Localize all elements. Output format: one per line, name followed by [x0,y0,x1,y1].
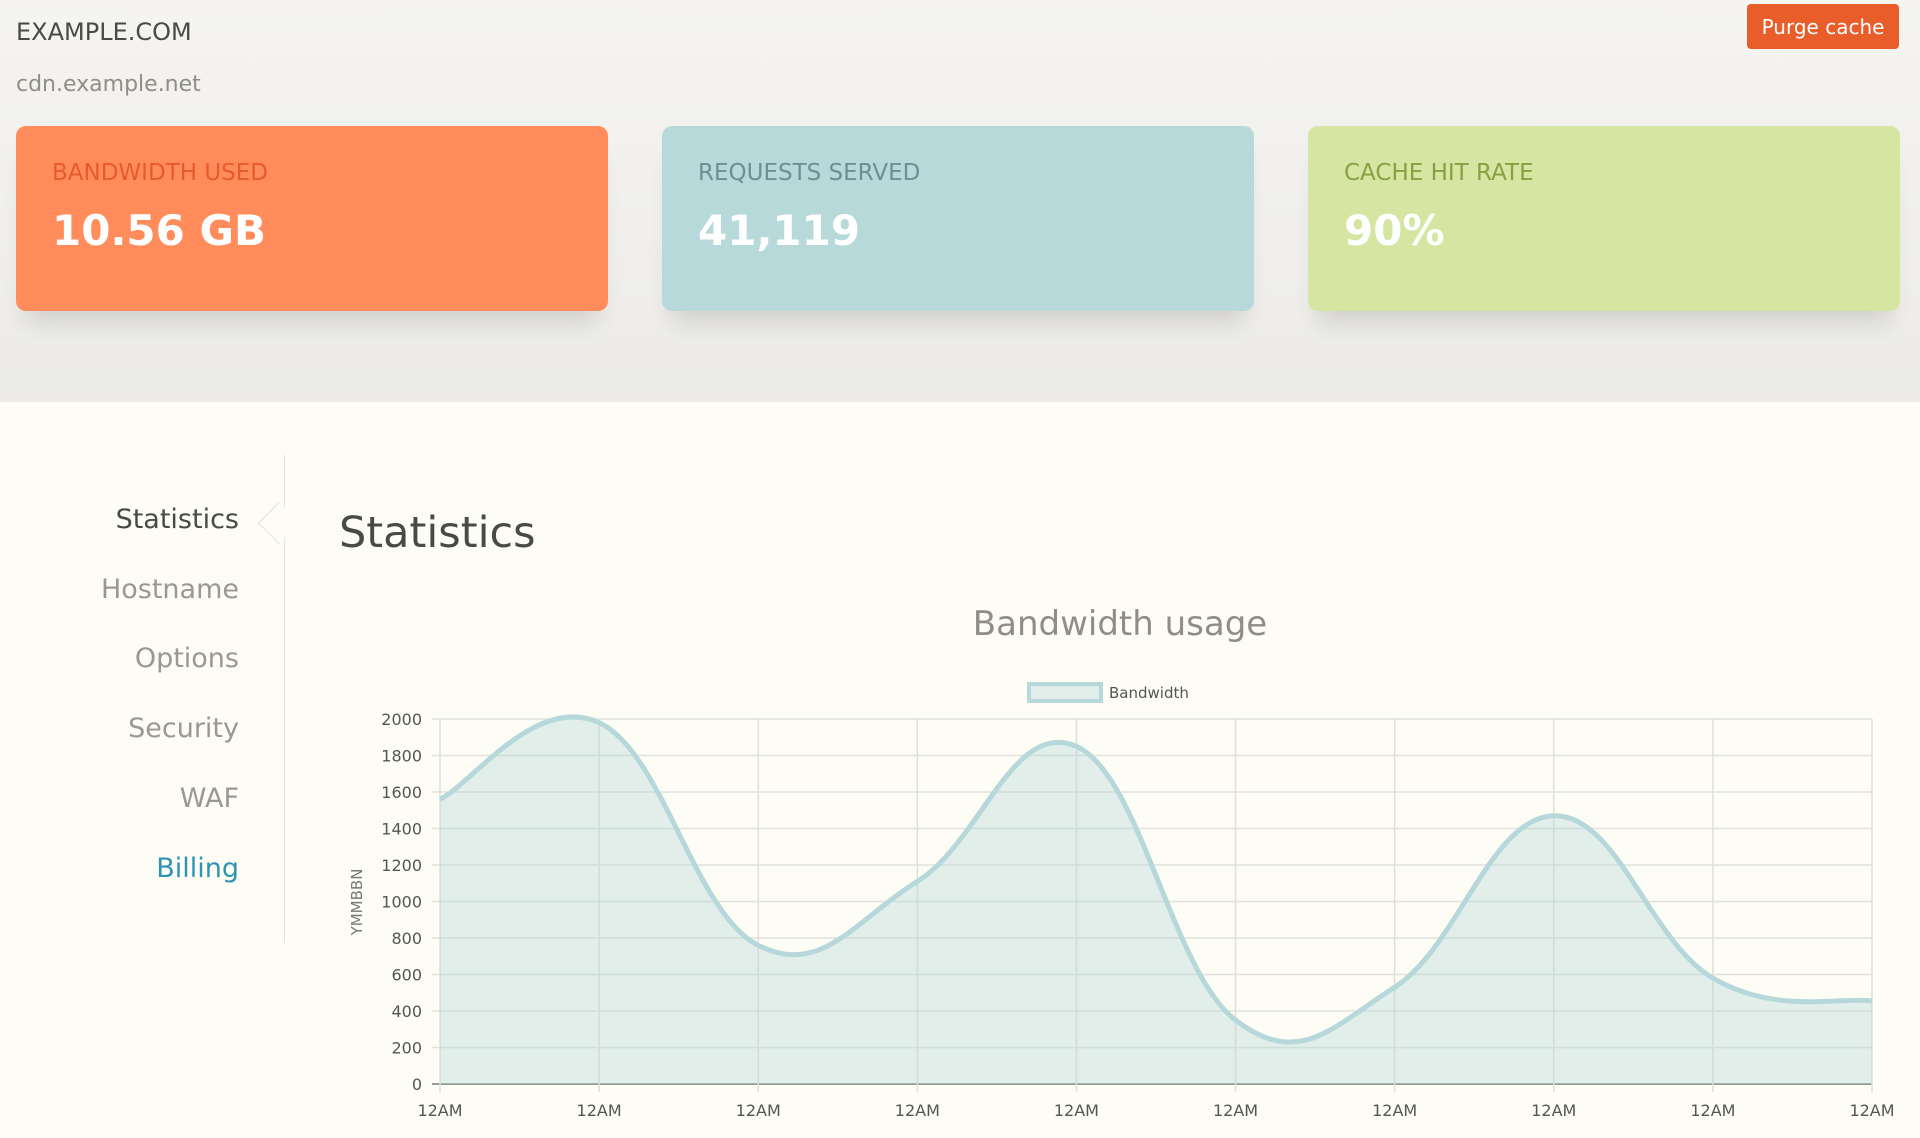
page-title: Statistics [339,508,536,558]
y-tick-label: 600 [391,966,422,985]
sidebar-item-billing[interactable]: Billing [156,853,239,884]
x-tick-label: 12AM [1054,1101,1099,1120]
y-tick-label: 0 [412,1075,422,1094]
x-tick-label: 12AM [895,1101,940,1120]
bandwidth-card: BANDWIDTH USED 10.56 GB [16,126,608,311]
legend-label: Bandwidth [1109,684,1189,702]
sidebar-item-statistics[interactable]: Statistics [115,504,239,535]
series-line [438,714,1873,1045]
y-tick-label: 800 [391,929,422,948]
area-fill [440,716,1872,1084]
x-tick-label: 12AM [1213,1101,1258,1120]
card-label: BANDWIDTH USED [52,160,268,186]
chart-title: Bandwidth usage [972,604,1268,644]
y-tick-label: 1600 [381,783,422,802]
x-tick-label: 12AM [1849,1101,1894,1120]
legend-swatch [1027,682,1103,703]
card-value: 90% [1344,206,1445,255]
y-axis-label: YMMBBN [348,869,366,937]
card-value: 41,119 [698,206,861,255]
sidebar-item-waf[interactable]: WAF [179,783,239,814]
card-label: REQUESTS SERVED [698,160,921,186]
y-tick-label: 200 [391,1039,422,1058]
sidebar-item-hostname[interactable]: Hostname [100,574,239,605]
x-tick-label: 12AM [417,1101,462,1120]
x-tick-label: 12AM [1531,1101,1576,1120]
requests-card: REQUESTS SERVED 41,119 [662,126,1254,311]
x-tick-label: 12AM [736,1101,781,1120]
x-tick-label: 12AM [577,1101,622,1120]
y-tick-label: 1800 [381,747,422,766]
site-name: EXAMPLE.COM [16,18,192,46]
sidebar-divider [284,455,285,943]
sidebar-item-options[interactable]: Options [134,643,239,674]
cache-hit-card: CACHE HIT RATE 90% [1308,126,1900,311]
y-tick-label: 1200 [381,856,422,875]
y-tick-label: 400 [391,1002,422,1021]
hostname: cdn.example.net [16,72,201,97]
sidebar-item-security[interactable]: Security [128,713,239,744]
purge-cache-button[interactable]: Purge cache [1747,4,1899,49]
card-value: 10.56 GB [52,206,266,255]
x-tick-label: 12AM [1690,1101,1735,1120]
y-tick-label: 2000 [381,710,422,729]
y-tick-label: 1400 [381,820,422,839]
y-tick-label: 1000 [381,893,422,912]
x-tick-label: 12AM [1372,1101,1417,1120]
card-label: CACHE HIT RATE [1344,160,1534,186]
